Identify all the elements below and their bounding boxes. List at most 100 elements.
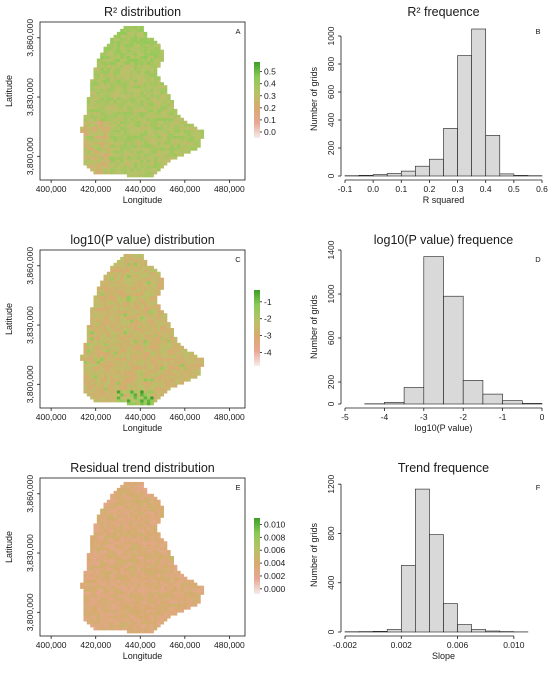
map-cell [177, 588, 181, 592]
map-cell [153, 541, 158, 545]
map-cell [96, 612, 101, 616]
map-cell [140, 484, 144, 489]
map-cell [83, 597, 88, 601]
map-cell [116, 609, 121, 613]
map-cell [123, 597, 128, 601]
map-cell [143, 37, 148, 42]
map-cell [156, 564, 161, 569]
map-cell [143, 147, 148, 151]
map-cell [110, 147, 114, 151]
map-cell [150, 529, 154, 533]
map-cell [93, 354, 98, 358]
map-cell [116, 384, 121, 388]
map-cell [143, 579, 148, 583]
map-cell [146, 283, 151, 287]
map-cell [160, 129, 164, 133]
map-cell [140, 564, 144, 569]
map-cell [150, 330, 154, 335]
map-cell [146, 612, 151, 616]
map-cell [136, 396, 141, 400]
map-cell [150, 159, 154, 163]
map-cell [110, 79, 114, 83]
map-cell [143, 564, 148, 569]
map-cell [110, 82, 114, 86]
map-cell [116, 94, 121, 98]
map-cell [153, 46, 158, 50]
map-cell [110, 132, 114, 136]
map-cell [106, 325, 111, 329]
map-cell [156, 333, 161, 338]
map-cell [140, 268, 144, 273]
map-cell [133, 387, 138, 391]
y-axis-label: Number of grids [309, 294, 319, 359]
map-cell [126, 333, 131, 338]
map-cell [163, 141, 168, 145]
map-cell [136, 553, 141, 557]
map-cell [133, 292, 138, 296]
map-cell [106, 369, 111, 373]
map-cell [116, 259, 121, 264]
map-cell [160, 88, 164, 92]
map-cell [96, 594, 101, 598]
map-cell [106, 348, 111, 353]
map-cell [113, 351, 118, 355]
map-cell [146, 499, 151, 503]
map-cell [110, 171, 114, 175]
map-cell [123, 588, 128, 592]
map-cell [120, 111, 124, 116]
map-cell [123, 37, 128, 42]
map-cell [163, 363, 168, 367]
map-cell [83, 114, 88, 119]
map-cell [100, 514, 104, 518]
map-cell [106, 582, 111, 586]
map-cell [136, 544, 141, 548]
colorbar-tick-label: 0.3 [264, 91, 276, 101]
map-cell [130, 58, 134, 62]
map-cell [110, 325, 114, 329]
map-cell [90, 108, 94, 113]
map-cell [116, 34, 121, 39]
map-cell [103, 100, 108, 104]
map-cell [160, 316, 164, 320]
histogram-bar [462, 380, 484, 405]
map-cell [136, 85, 141, 89]
map-cell [146, 564, 151, 569]
map-cell [130, 322, 134, 326]
map-cell [116, 333, 121, 338]
map-cell [106, 94, 111, 98]
map-cell [136, 94, 141, 98]
map-cell [93, 328, 98, 332]
map-cell [170, 372, 174, 376]
map-cell [126, 43, 131, 47]
map-cell [100, 526, 104, 530]
plot-frame [39, 249, 246, 409]
map-cell [100, 600, 104, 604]
map-cell [167, 591, 171, 595]
map-cell [116, 70, 121, 74]
map-cell [86, 381, 91, 385]
map-cell [110, 354, 114, 358]
map-cell [93, 322, 98, 326]
map-cell [153, 502, 158, 506]
map-cell [193, 591, 198, 595]
map-cell [156, 372, 161, 376]
map-cell [153, 280, 158, 284]
map-cell [126, 40, 131, 45]
map-cell [83, 579, 88, 583]
map-cell [100, 576, 104, 581]
map-cell [110, 289, 114, 293]
map-cell [103, 612, 108, 616]
map-cell [90, 138, 94, 142]
map-cell [153, 561, 158, 566]
map-cell [106, 283, 111, 287]
map-cell [113, 585, 118, 589]
map-cell [103, 289, 108, 293]
map-cell [160, 319, 164, 323]
map-cell [103, 111, 108, 116]
map-cell [136, 108, 141, 113]
map-cell [116, 67, 121, 71]
map-cell [170, 156, 174, 160]
map-cell [123, 517, 128, 521]
map-cell [93, 384, 98, 388]
